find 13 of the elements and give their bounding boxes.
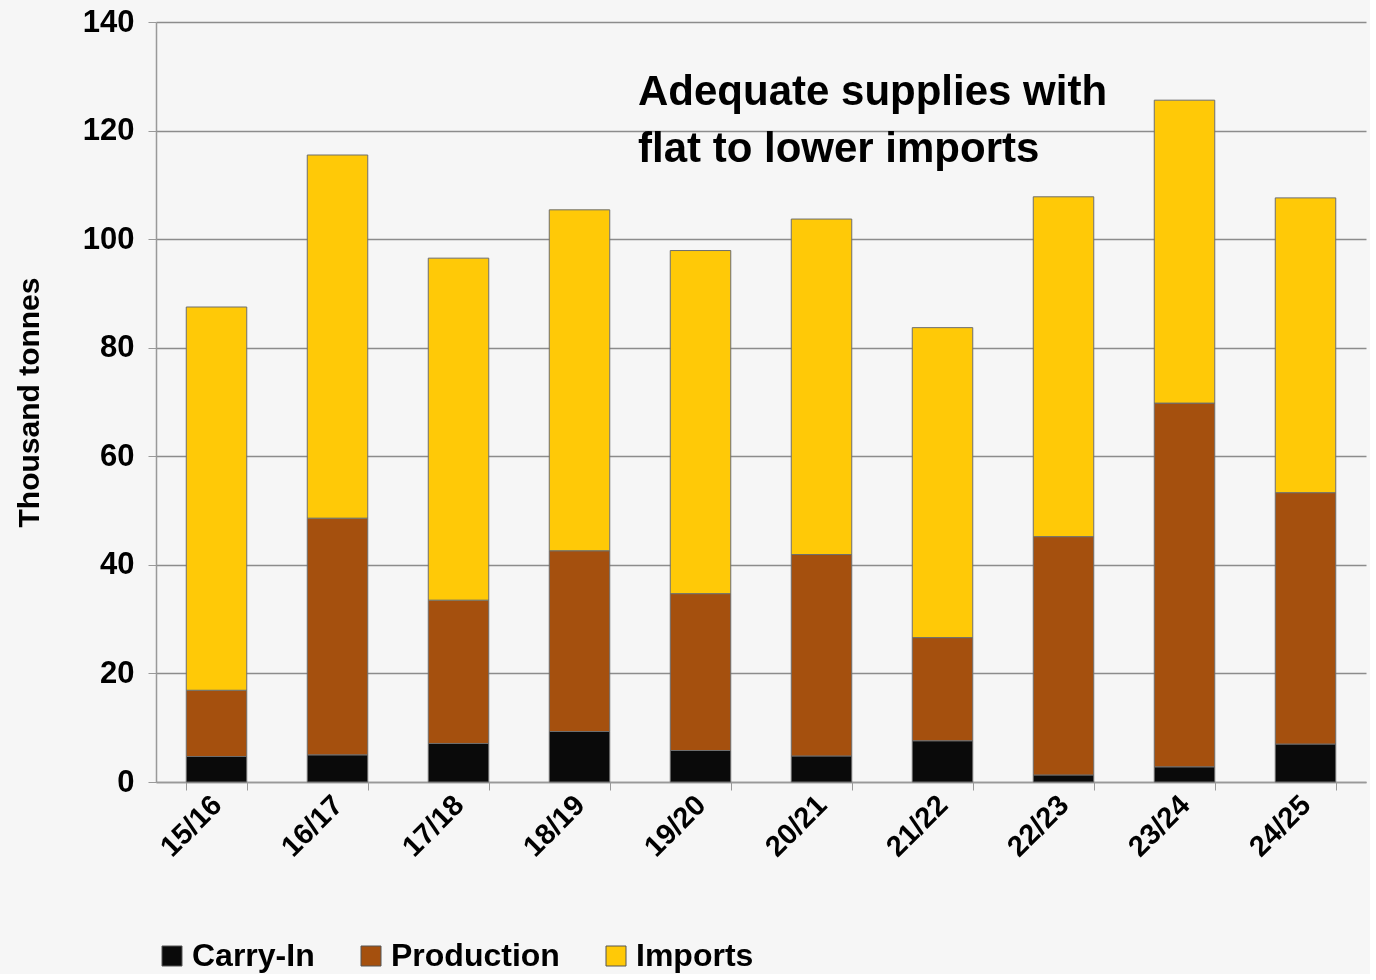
y-tick-label: 100 xyxy=(82,220,135,256)
y-tick-label: 0 xyxy=(117,763,135,799)
y-tick-label: 20 xyxy=(100,654,135,690)
annotation: Adequate supplies with flat to lower imports xyxy=(638,67,1108,171)
legend-label: Production xyxy=(391,937,560,973)
y-tick-label: 40 xyxy=(100,546,135,582)
y-tick-label: 80 xyxy=(100,329,135,365)
y-tick-label: 140 xyxy=(82,3,135,39)
y-axis-title: Thousand tonnes xyxy=(11,277,45,528)
legend-label: Imports xyxy=(636,937,754,973)
y-tick-label: 60 xyxy=(100,437,135,473)
y-tick-label: 120 xyxy=(82,112,135,148)
legend-label: Carry-In xyxy=(192,937,315,973)
